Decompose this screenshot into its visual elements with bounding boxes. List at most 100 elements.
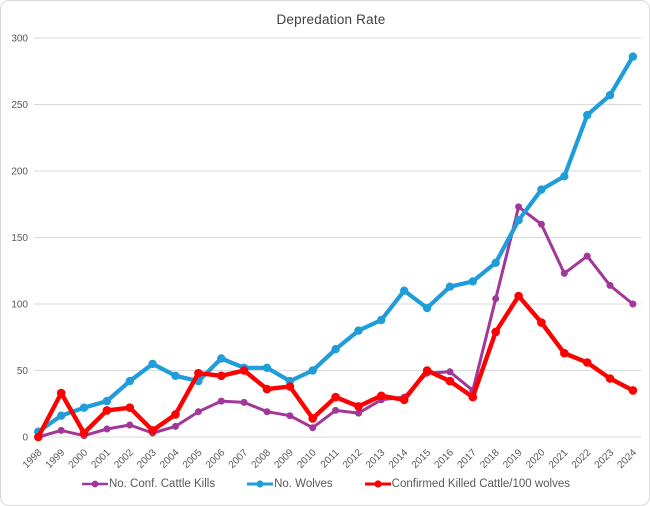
data-point bbox=[285, 382, 295, 391]
data-point bbox=[240, 398, 248, 406]
data-point bbox=[57, 411, 66, 420]
data-point bbox=[217, 371, 226, 381]
data-point bbox=[331, 392, 340, 402]
data-point bbox=[263, 408, 271, 416]
x-tick-label-2011: 2011 bbox=[319, 447, 342, 470]
legend-swatch-wolves bbox=[247, 480, 274, 488]
data-point bbox=[560, 269, 568, 277]
legend-label-depredation-rate: Confirmed Killed Cattle/100 wolves bbox=[391, 478, 571, 490]
data-point bbox=[125, 376, 134, 386]
x-tick-label-2015: 2015 bbox=[410, 447, 434, 471]
data-point bbox=[422, 366, 432, 375]
x-tick-label-2010: 2010 bbox=[295, 447, 319, 471]
data-point bbox=[468, 277, 477, 286]
x-tick-label-2008: 2008 bbox=[250, 447, 274, 471]
data-point bbox=[171, 410, 180, 419]
legend-item-cattle-kills[interactable]: No. Conf. Cattle Kills bbox=[81, 478, 216, 490]
data-point bbox=[629, 300, 637, 308]
data-point bbox=[309, 424, 317, 432]
data-point bbox=[560, 348, 569, 358]
data-point bbox=[492, 295, 500, 303]
x-tick-label-2022: 2022 bbox=[570, 447, 594, 471]
legend-label-wolves: No. Wolves bbox=[274, 478, 333, 490]
data-point bbox=[514, 291, 523, 301]
legend-swatch-depredation-rate bbox=[364, 480, 391, 488]
data-point bbox=[126, 421, 134, 429]
x-tick-label-2021: 2021 bbox=[547, 447, 571, 471]
data-point bbox=[79, 428, 89, 438]
data-point bbox=[491, 258, 500, 267]
data-point bbox=[377, 315, 386, 325]
data-point bbox=[354, 402, 363, 411]
data-point bbox=[445, 282, 455, 291]
x-tick-label-2020: 2020 bbox=[524, 447, 548, 471]
legend: No. Conf. Cattle Kills No. Wolves Confir… bbox=[1, 478, 649, 490]
y-tick-label-100: 100 bbox=[11, 300, 28, 311]
data-point bbox=[583, 110, 592, 120]
data-point bbox=[628, 52, 638, 61]
x-tick-label-1999: 1999 bbox=[44, 447, 68, 471]
data-point bbox=[377, 391, 386, 401]
x-tick-label-2007: 2007 bbox=[227, 447, 251, 471]
data-point bbox=[332, 406, 340, 414]
data-point bbox=[605, 374, 615, 383]
legend-label-cattle-kills: No. Conf. Cattle Kills bbox=[108, 478, 216, 490]
data-point bbox=[422, 303, 432, 313]
data-point bbox=[582, 358, 592, 367]
data-point bbox=[606, 281, 614, 289]
data-point bbox=[515, 203, 523, 211]
data-point bbox=[308, 414, 318, 423]
data-point bbox=[262, 363, 272, 372]
data-point bbox=[537, 318, 546, 327]
y-tick-label-250: 250 bbox=[11, 100, 28, 111]
x-tick-label-2017: 2017 bbox=[455, 447, 479, 471]
data-point bbox=[537, 185, 546, 194]
x-tick-label-2004: 2004 bbox=[158, 447, 182, 471]
x-tick-label-2001: 2001 bbox=[90, 447, 114, 471]
x-tick-label-2019: 2019 bbox=[501, 447, 525, 471]
data-point bbox=[583, 252, 591, 260]
data-point bbox=[262, 384, 272, 394]
data-point bbox=[355, 409, 362, 417]
data-point bbox=[308, 366, 317, 375]
x-tick-label-2016: 2016 bbox=[433, 447, 457, 471]
data-point bbox=[56, 388, 66, 398]
x-tick-label-2003: 2003 bbox=[135, 447, 159, 471]
data-point bbox=[400, 286, 409, 295]
legend-item-wolves[interactable]: No. Wolves bbox=[247, 478, 333, 490]
data-point bbox=[57, 426, 65, 434]
data-point bbox=[79, 403, 89, 412]
data-point bbox=[445, 376, 455, 386]
x-tick-label-2006: 2006 bbox=[204, 447, 228, 471]
series-line-2 bbox=[36, 293, 636, 440]
data-point bbox=[148, 426, 157, 435]
x-tick-label-2005: 2005 bbox=[181, 447, 205, 471]
data-point bbox=[172, 422, 179, 430]
x-tick-label-2023: 2023 bbox=[593, 447, 617, 471]
data-point bbox=[605, 91, 615, 100]
x-tick-label-2014: 2014 bbox=[387, 447, 411, 471]
x-tick-label-2018: 2018 bbox=[478, 447, 502, 471]
x-tick-label-2024: 2024 bbox=[616, 447, 640, 471]
y-tick-label-150: 150 bbox=[11, 233, 28, 244]
data-point bbox=[354, 326, 363, 335]
data-point bbox=[34, 432, 43, 442]
data-point bbox=[446, 368, 454, 376]
legend-swatch-cattle-kills bbox=[81, 480, 108, 488]
x-tick-label-2012: 2012 bbox=[341, 447, 365, 471]
legend-item-depredation-rate[interactable]: Confirmed Killed Cattle/100 wolves bbox=[364, 478, 571, 490]
x-tick-label-2002: 2002 bbox=[112, 447, 136, 471]
data-point bbox=[468, 392, 478, 402]
data-point bbox=[217, 354, 226, 363]
y-tick-label-50: 50 bbox=[17, 366, 29, 377]
data-point bbox=[399, 395, 409, 405]
data-point bbox=[491, 327, 501, 337]
data-point bbox=[331, 345, 340, 354]
chart-title: Depredation Rate bbox=[276, 12, 386, 27]
data-point bbox=[217, 397, 225, 405]
y-tick-label-0: 0 bbox=[22, 433, 28, 444]
y-tick-label-300: 300 bbox=[11, 34, 28, 45]
data-point bbox=[286, 412, 294, 420]
x-tick-label-2013: 2013 bbox=[364, 447, 388, 471]
